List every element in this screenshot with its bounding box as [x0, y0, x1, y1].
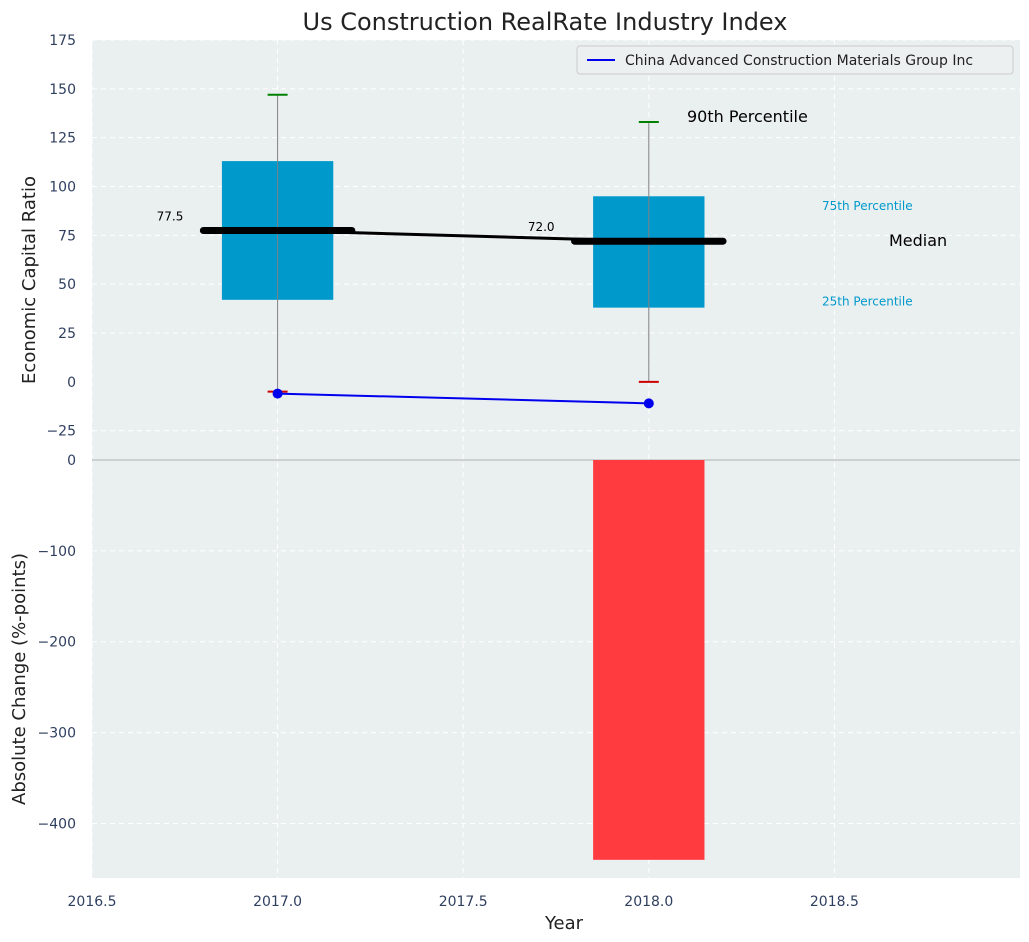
bottom-y-tick-label: −400	[38, 816, 76, 832]
annotation-p75: 75th Percentile	[822, 199, 913, 213]
annotation-median: Median	[889, 231, 947, 250]
bottom-panel-background	[92, 460, 1020, 878]
bottom-y-tick-label: −300	[38, 726, 76, 742]
x-axis-label: Year	[544, 913, 584, 934]
median-value-label: 72.0	[528, 220, 555, 234]
top-y-axis-label: Economic Capital Ratio	[19, 176, 40, 384]
top-y-tick-label: 0	[67, 375, 76, 391]
top-y-tick-label: 175	[49, 33, 76, 49]
top-y-tick-label: 25	[58, 326, 76, 342]
top-y-tick-label: −25	[46, 424, 76, 440]
legend-box	[576, 45, 1014, 75]
annotation-p25: 25th Percentile	[822, 295, 913, 309]
company-series-line	[277, 392, 649, 405]
median-value-label: 77.5	[157, 209, 184, 223]
company-series-point	[272, 388, 283, 399]
top-y-tick-label: 125	[49, 131, 76, 147]
bottom-y-tick-label: 0	[67, 453, 76, 469]
bottom-y-tick-label: −100	[38, 544, 76, 560]
top-y-tick-label: 50	[58, 277, 76, 293]
change-bar	[593, 460, 705, 860]
legend-series-label: China Advanced Construction Materials Gr…	[625, 53, 973, 69]
x-tick-label: 2018.0	[624, 894, 673, 910]
x-tick-label: 2016.5	[68, 894, 117, 910]
bottom-y-axis-label: Absolute Change (%-points)	[9, 553, 30, 805]
top-y-tick-label: 75	[58, 228, 76, 244]
annotation-p90: 90th Percentile	[687, 107, 808, 126]
x-tick-label: 2018.5	[810, 894, 859, 910]
x-tick-label: 2017.5	[439, 894, 488, 910]
bottom-y-tick-label: −200	[38, 635, 76, 651]
top-y-tick-label: 100	[49, 180, 76, 196]
top-y-tick-label: 150	[49, 82, 76, 98]
x-tick-label: 2017.0	[253, 894, 302, 910]
company-series-point	[643, 398, 654, 409]
chart-title: Us Construction RealRate Industry Index	[303, 8, 788, 36]
